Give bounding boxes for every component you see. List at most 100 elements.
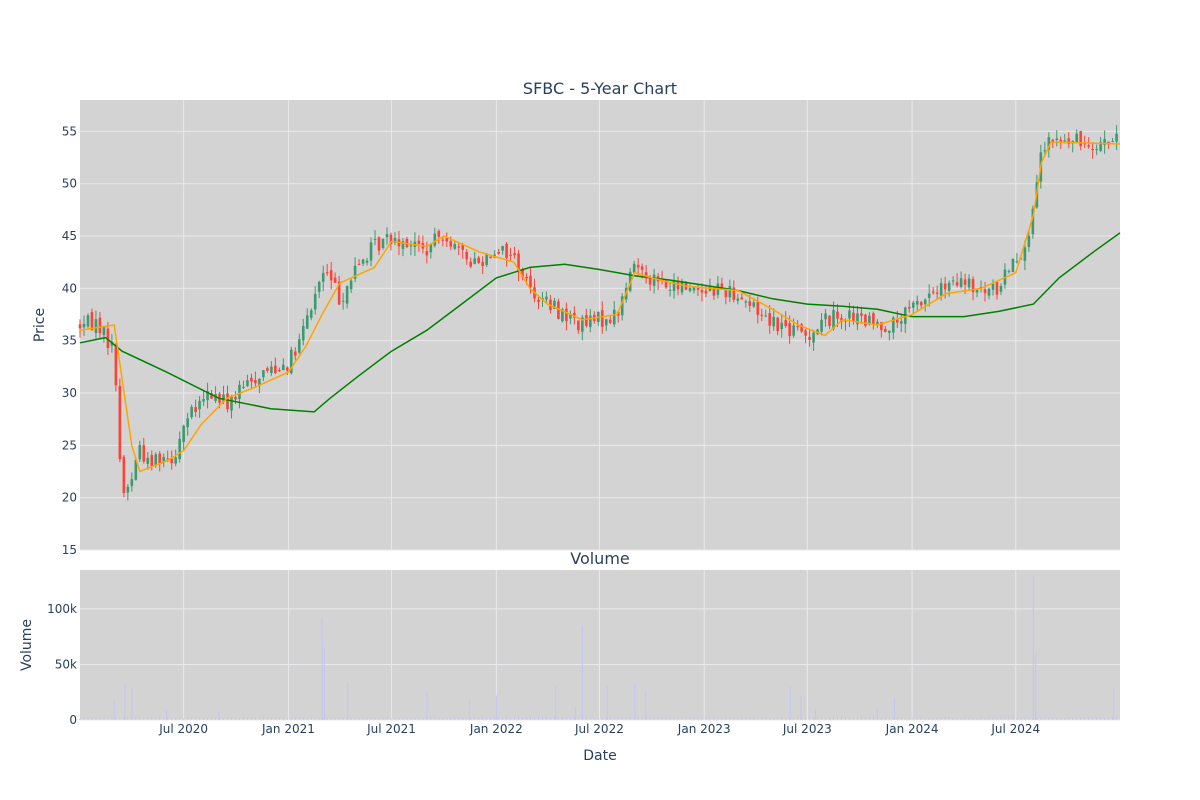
candle-body xyxy=(951,280,955,282)
candle-body xyxy=(995,282,999,295)
candle-body xyxy=(321,272,325,282)
candle-body xyxy=(102,326,106,336)
candle-body xyxy=(919,301,923,306)
candle-body xyxy=(792,325,795,336)
candle-body xyxy=(899,321,903,324)
candle-body xyxy=(234,396,237,400)
candle-body xyxy=(876,321,879,324)
candle-body xyxy=(345,286,349,304)
candle-body xyxy=(286,367,289,371)
candle-body xyxy=(1091,149,1094,151)
candle-body xyxy=(856,313,859,325)
date-x-ticks: Jul 2020 Jan 2021 Jul 2021 Jan 2022 Jul 2022… xyxy=(158,722,1040,736)
candle-body xyxy=(1043,150,1047,152)
candle-body xyxy=(206,391,209,401)
candle-body xyxy=(250,377,253,382)
candle-body xyxy=(752,302,756,307)
candle-body xyxy=(98,317,102,334)
candle-body xyxy=(162,456,166,463)
candle-body xyxy=(78,324,82,329)
price-y-tick-label: 35 xyxy=(62,334,77,348)
candle-body xyxy=(313,294,317,310)
candle-body xyxy=(521,269,524,278)
candle-body xyxy=(720,283,724,289)
candle-body xyxy=(329,270,333,281)
candle-body xyxy=(226,393,229,410)
candle-body xyxy=(780,322,783,330)
candle-body xyxy=(417,240,421,244)
candle-body xyxy=(325,272,329,274)
candle-body xyxy=(561,309,564,322)
candle-body xyxy=(230,396,233,411)
candle-body xyxy=(429,244,433,253)
date-x-tick-label: Jul 2023 xyxy=(782,722,832,736)
candle-body xyxy=(158,453,162,465)
candle-body xyxy=(1067,138,1071,144)
candle-body xyxy=(357,263,361,265)
candle-body xyxy=(262,370,265,378)
candle-body xyxy=(724,290,728,298)
candle-body xyxy=(963,279,967,285)
candle-body xyxy=(449,240,453,247)
candle-body xyxy=(832,310,835,329)
candle-body xyxy=(640,266,644,270)
candle-body xyxy=(712,288,716,296)
candle-body xyxy=(138,444,142,460)
candle-body xyxy=(648,277,652,285)
candle-body xyxy=(186,418,189,428)
candle-body xyxy=(409,245,413,247)
candle-body xyxy=(274,365,277,374)
candle-body xyxy=(1023,247,1027,261)
candle-body xyxy=(728,285,732,298)
candle-body xyxy=(461,244,465,250)
candle-body xyxy=(652,274,656,286)
candle-body xyxy=(700,290,704,293)
candle-body xyxy=(505,243,508,258)
candle-body xyxy=(254,380,257,384)
volume-y-tick-label: 50k xyxy=(55,657,77,671)
candle-body xyxy=(1087,145,1090,147)
volume-plot-area xyxy=(80,570,1120,720)
candle-body xyxy=(784,320,787,326)
candle-body xyxy=(608,319,612,323)
candle-body xyxy=(907,307,911,309)
candle-body xyxy=(1019,258,1023,260)
candle-body xyxy=(744,301,748,303)
candle-body xyxy=(178,438,181,460)
candle-body xyxy=(445,237,449,242)
candle-body xyxy=(812,332,815,343)
candle-body xyxy=(1047,137,1051,150)
candle-body xyxy=(301,325,305,341)
candle-body xyxy=(369,242,373,261)
candle-body xyxy=(688,287,692,291)
candle-body xyxy=(437,230,441,237)
price-y-tick-label: 50 xyxy=(62,177,77,191)
candle-body xyxy=(126,486,130,493)
candle-body xyxy=(748,301,752,306)
volume-y-axis-title: Volume xyxy=(19,619,35,671)
candle-body xyxy=(389,234,393,245)
candle-body xyxy=(796,326,799,328)
candle-body xyxy=(1027,235,1031,247)
candle-body xyxy=(585,315,588,326)
candle-body xyxy=(880,322,883,331)
candle-body xyxy=(337,281,341,305)
date-x-axis-title: Date xyxy=(583,748,616,764)
candle-body xyxy=(457,246,461,248)
candle-body xyxy=(385,234,389,238)
candle-body xyxy=(848,310,851,319)
candle-body xyxy=(297,339,301,353)
candle-body xyxy=(270,366,273,373)
long-moving-average-line xyxy=(79,232,1121,413)
candle-body xyxy=(373,238,377,240)
candle-body xyxy=(668,289,672,291)
candle-body xyxy=(242,386,245,388)
candle-body xyxy=(381,238,385,248)
candle-body xyxy=(290,349,293,374)
price-y-tick-label: 25 xyxy=(62,438,77,452)
candle-body xyxy=(489,256,492,259)
candle-body xyxy=(1011,258,1015,272)
candle-body xyxy=(915,301,919,305)
candle-body xyxy=(198,400,201,410)
